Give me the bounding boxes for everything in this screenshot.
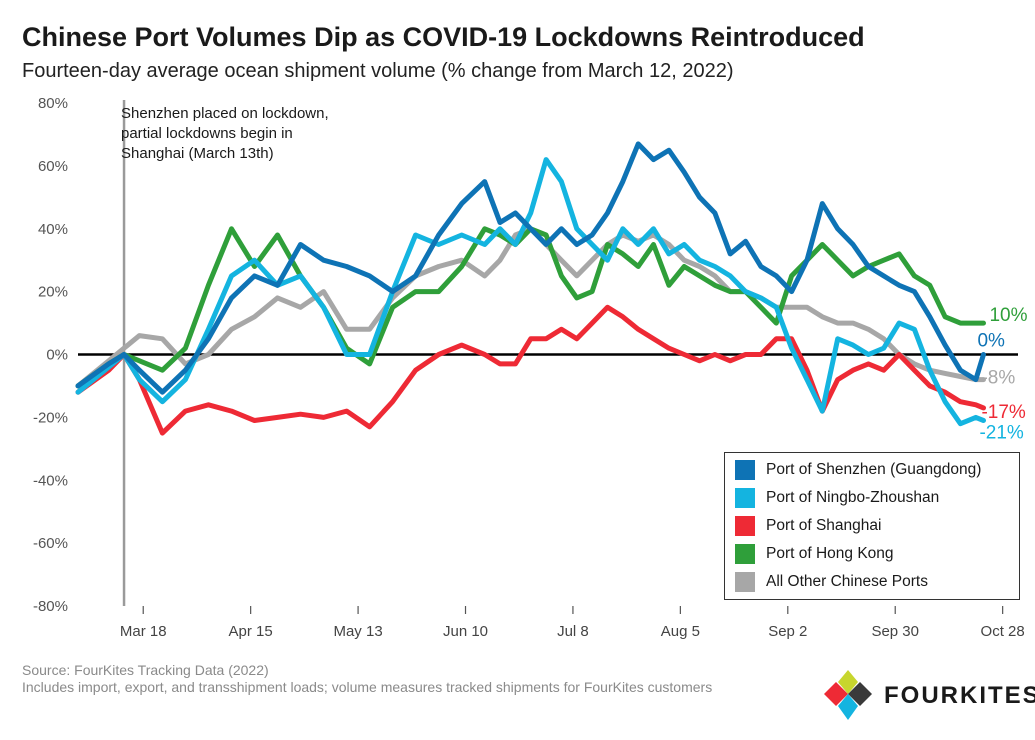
chart-title: Chinese Port Volumes Dip as COVID-19 Loc…: [22, 22, 865, 52]
x-tick-label: May 13: [333, 623, 382, 640]
methodology-note: Includes import, export, and transshipme…: [22, 679, 713, 695]
x-tick-label: Aug 5: [661, 623, 700, 640]
series-line-0: [75, 141, 986, 395]
annotation-line-2: partial lockdowns begin in: [121, 125, 293, 142]
fourkites-logo: FOURKITES: [822, 668, 1035, 724]
y-tick-label: -20%: [33, 409, 68, 426]
x-tick-label: Jun 10: [443, 623, 488, 640]
source-note: Source: FourKites Tracking Data (2022) I…: [22, 662, 782, 696]
y-tick-label: 40%: [38, 221, 68, 238]
legend-label-ningbo: Port of Ningbo-Zhoushan: [766, 489, 940, 506]
legend-item-other: All Other Chinese Ports: [735, 571, 928, 593]
x-tick-label: Sep 30: [871, 623, 919, 640]
legend-swatch-shanghai: [735, 516, 755, 536]
series-line-3: [75, 226, 986, 389]
legend-label-other: All Other Chinese Ports: [766, 573, 928, 590]
source-line: Source: FourKites Tracking Data (2022): [22, 662, 269, 678]
logo-text: FOURKITES: [884, 682, 1035, 709]
annotation-line-3: Shanghai (March 13th): [121, 145, 274, 162]
legend-label-hongkong: Port of Hong Kong: [766, 545, 894, 562]
end-labels: 0% -21%-17% 10% -8%: [977, 305, 1027, 443]
series-line-2: [75, 304, 986, 436]
y-tick-label: -80%: [33, 598, 68, 615]
legend-label-shenzhen: Port of Shenzhen (Guangdong): [766, 461, 982, 478]
end-label-2: -17%: [981, 402, 1025, 423]
legend: Port of Shenzhen (Guangdong) Port of Nin…: [724, 452, 1020, 600]
y-tick-label: 20%: [38, 284, 68, 301]
y-tick-label: -40%: [33, 472, 68, 489]
y-axis: 80% 60% 40% 20% 0% -20% -40% -60% -80%: [33, 95, 68, 615]
kite-logo-icon: [824, 670, 872, 720]
x-tick-label: Sep 2: [768, 623, 807, 640]
y-tick-label: 0%: [46, 347, 68, 364]
legend-item-hongkong: Port of Hong Kong: [735, 543, 894, 565]
legend-label-shanghai: Port of Shanghai: [766, 517, 882, 534]
y-tick-label: -60%: [33, 535, 68, 552]
y-tick-label: 60%: [38, 158, 68, 175]
end-label-1: -21%: [979, 423, 1023, 444]
legend-swatch-other: [735, 572, 755, 592]
legend-swatch-shenzhen: [735, 460, 755, 480]
series-lines: [75, 141, 986, 436]
legend-item-shanghai: Port of Shanghai: [735, 515, 881, 537]
annotation-line-1: Shenzhen placed on lockdown,: [121, 105, 329, 122]
x-tick-label: Apr 15: [229, 623, 273, 640]
legend-swatch-ningbo: [735, 488, 755, 508]
legend-item-shenzhen: Port of Shenzhen (Guangdong): [735, 459, 981, 481]
legend-item-ningbo: Port of Ningbo-Zhoushan: [735, 487, 939, 509]
x-tick-label: Mar 18: [120, 623, 167, 640]
legend-swatch-hongkong: [735, 544, 755, 564]
end-label-3: 10%: [989, 305, 1027, 326]
end-label-4: -8%: [981, 368, 1015, 389]
x-tick-label: Jul 8: [557, 623, 589, 640]
series-line-4: [75, 226, 986, 389]
end-label-0: 0%: [977, 331, 1005, 352]
y-tick-label: 80%: [38, 95, 68, 112]
chart-subtitle: Fourteen-day average ocean shipment volu…: [22, 60, 734, 82]
x-tick-label: Oct 28: [981, 623, 1025, 640]
line-chart: 80% 60% 40% 20% 0% -20% -40% -60% -80% Shenzhen …: [33, 95, 1028, 640]
x-axis: Mar 18 Apr 15 May 13 Jun 10 Jul 8 Aug 5 Sep 2 S…: [120, 606, 1025, 640]
series-line-1: [75, 157, 986, 427]
